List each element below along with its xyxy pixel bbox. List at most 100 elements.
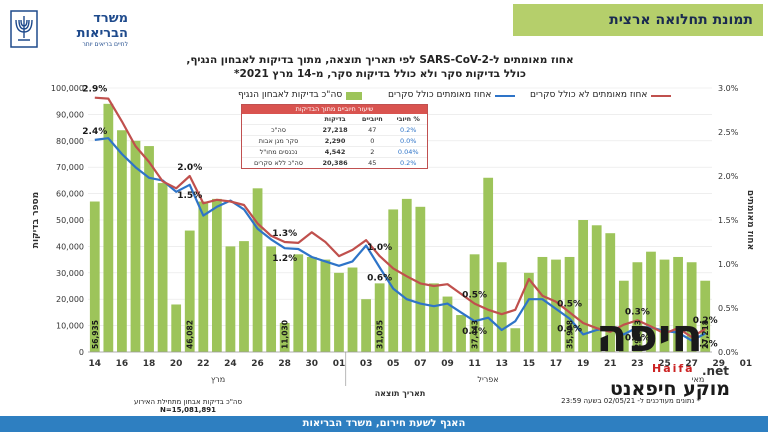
x-tick-label: 18 — [143, 359, 156, 369]
bar — [211, 198, 222, 352]
x-tick-label: 16 — [116, 359, 129, 369]
x-tick-label: 23 — [631, 359, 644, 369]
y-tick-left: 30,000 — [56, 269, 84, 278]
y-tick-right: 1.5% — [718, 216, 739, 225]
stats-cell: 0.0% — [389, 135, 427, 147]
bar — [605, 233, 616, 352]
logo-name-line2: הבריאות — [76, 26, 128, 41]
stats-cell: 45 — [355, 157, 390, 168]
bar — [103, 103, 114, 352]
bar — [171, 304, 182, 352]
stats-col-header: % חיובי — [396, 115, 420, 123]
bar — [198, 201, 209, 352]
point-label: 0.5% — [557, 299, 582, 309]
stats-cell: 2,290 — [315, 135, 356, 147]
point-label: 0.4% — [557, 325, 582, 335]
y-tick-right: 3.0% — [718, 84, 739, 93]
watermark-net: .net — [702, 364, 729, 378]
bar — [144, 146, 154, 352]
x-tick-label: 14 — [89, 359, 102, 369]
bar — [673, 256, 683, 352]
bar — [483, 177, 494, 352]
y-tick-right: 2.0% — [718, 172, 739, 181]
chart-title-line2: כולל בדיקות סקר ולא כולל בדיקות סקר, מ-1… — [234, 68, 526, 80]
point-label: 0.2% — [693, 340, 718, 350]
x-tick-label: 27 — [685, 359, 698, 369]
y-tick-left: 50,000 — [56, 216, 84, 225]
month-label: מרץ — [211, 375, 225, 384]
bar — [306, 256, 317, 352]
bar — [347, 267, 358, 352]
legend-item-nosurvey: אחוז מאומתים לא כולל סקרים — [530, 90, 672, 102]
point-label: 1.5% — [177, 191, 202, 201]
legend-item-all: אחוז מאומתים כולל סקרים — [388, 90, 516, 102]
point-label: 0.3% — [625, 333, 650, 343]
point-label: 2.4% — [82, 127, 107, 137]
legend-label-nosurvey: אחוז מאומתים לא כולל סקרים — [530, 90, 648, 100]
stats-row: 0.04% 2 4,542 נכנסים מחו"ל — [242, 146, 427, 158]
x-tick-label: 26 — [251, 359, 264, 369]
legend-swatch-all — [495, 95, 516, 97]
bar-label: 11,030 — [281, 320, 290, 349]
point-label: 1.0% — [367, 243, 392, 253]
x-tick-label: 01 — [740, 359, 753, 369]
page-header: תמונת תחלואה ארצית — [513, 4, 763, 36]
y-tick-left: 80,000 — [56, 137, 84, 146]
point-label: 0.3% — [625, 307, 650, 317]
watermark-tagline: מוקע חיפאנט — [610, 378, 731, 400]
x-tick-label: 05 — [387, 359, 400, 369]
y-axis-title-left: מספר בדיקות — [31, 192, 41, 248]
point-label: 2.0% — [177, 163, 202, 173]
watermark-latin: Haifa — [652, 362, 695, 375]
bar — [374, 283, 385, 352]
stats-cell: 47 — [355, 124, 390, 136]
bar — [117, 130, 127, 352]
legend-label-all: אחוז מאומתים כולל סקרים — [388, 90, 492, 100]
bar — [632, 262, 643, 352]
bar — [361, 299, 371, 352]
series-line-nosurvey — [94, 96, 706, 339]
stats-cell: 0.2% — [389, 124, 427, 136]
bar — [320, 259, 331, 352]
bar — [130, 140, 141, 352]
stats-cell: 27,218 — [315, 124, 356, 136]
stats-table-grid: % חיובי חיוביים בדיקות 0.2% 47 27,218 סה"כ 0.0%… — [242, 114, 427, 168]
logo-name-line1: משרד — [93, 11, 128, 26]
bar — [225, 246, 236, 352]
legend-item-tests: סה"כ בדיקות לאבחון הנגיף — [238, 90, 363, 102]
x-tick-label: 29 — [713, 359, 726, 369]
bar — [510, 328, 521, 352]
bar-label: 46,082 — [186, 320, 195, 349]
stats-row: 0.2% 47 27,218 סה"כ — [242, 124, 427, 136]
bar — [239, 241, 249, 352]
y-tick-right: 1.0% — [718, 260, 739, 269]
legend-swatch-nosurvey — [651, 95, 672, 97]
x-tick-label: 01 — [333, 359, 346, 369]
stats-table-header: שיעור חיוביים מתוך הבדיקות — [242, 105, 427, 114]
y-tick-left: 10,000 — [56, 322, 84, 331]
point-label: 2.9% — [82, 85, 107, 95]
bar — [429, 283, 439, 352]
bar — [564, 256, 575, 352]
bar — [293, 254, 304, 352]
total-tests-count: N=15,081,891 — [159, 406, 216, 414]
bar — [388, 209, 399, 352]
bar — [334, 272, 344, 352]
y-tick-right: 0.5% — [718, 304, 739, 313]
bar — [591, 225, 602, 352]
x-tick-label: 25 — [658, 359, 671, 369]
stats-cell: 0 — [355, 135, 390, 147]
stats-cell: 2 — [355, 146, 390, 158]
stats-cell: סקר מגן אבות — [242, 135, 316, 147]
y-tick-left: 100,000 — [51, 84, 84, 93]
bar — [700, 280, 711, 352]
bar — [456, 315, 466, 352]
bar — [89, 201, 100, 352]
watermark-brand: חיפה — [596, 308, 704, 362]
x-tick-label: 19 — [577, 359, 590, 369]
stats-col-header: בדיקות — [324, 115, 346, 123]
y-tick-left: 60,000 — [56, 190, 84, 199]
bar — [252, 188, 263, 352]
bar — [551, 259, 561, 352]
